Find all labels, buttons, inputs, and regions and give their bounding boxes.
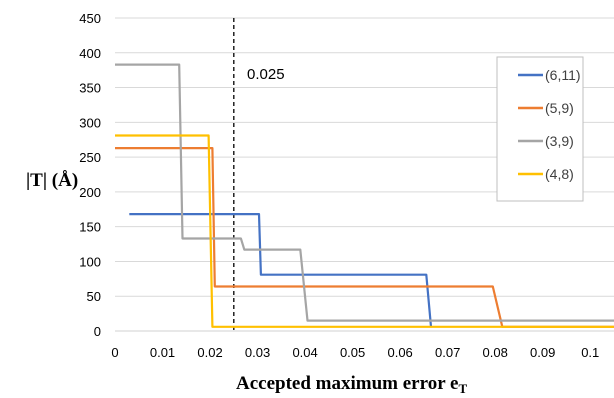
series-lines xyxy=(115,63,614,328)
legend-box xyxy=(496,56,584,202)
series-line-3 xyxy=(115,134,614,328)
x-axis-label-subscript: T xyxy=(458,381,467,396)
legend-label-3: (4,8) xyxy=(545,166,574,182)
y-tick-8: 400 xyxy=(79,46,101,61)
x-axis-label: Accepted maximum error eT xyxy=(236,373,467,396)
x-tick-3: 0.03 xyxy=(245,345,270,360)
x-tick-2: 0.02 xyxy=(197,345,222,360)
y-tick-labels: 0 50 100 150 200 250 300 350 400 450 xyxy=(79,11,101,339)
y-tick-5: 250 xyxy=(79,150,101,165)
x-tick-6: 0.06 xyxy=(387,345,412,360)
x-tick-labels: 0 0.01 0.02 0.03 0.04 0.05 0.06 0.07 0.08 0.09 0.1 xyxy=(111,345,599,360)
threshold-label: 0.025 xyxy=(247,66,285,83)
annotation: 0.025 xyxy=(233,18,285,331)
y-tick-1: 50 xyxy=(87,289,101,304)
x-tick-10: 0.1 xyxy=(581,345,599,360)
legend-label-0: (6,11) xyxy=(545,67,581,83)
x-tick-1: 0.01 xyxy=(150,345,175,360)
y-tick-9: 450 xyxy=(79,11,101,26)
x-tick-9: 0.09 xyxy=(530,345,555,360)
y-tick-7: 350 xyxy=(79,81,101,96)
y-tick-0: 0 xyxy=(94,324,101,339)
gridlines xyxy=(115,17,614,297)
y-axis-label: |T| (Å) xyxy=(26,170,78,191)
y-tick-3: 150 xyxy=(79,220,101,235)
series-line-0 xyxy=(129,213,433,327)
series-line-2 xyxy=(115,63,614,322)
y-tick-4: 200 xyxy=(79,185,101,200)
x-tick-4: 0.04 xyxy=(292,345,317,360)
x-axis-label-main: Accepted maximum error e xyxy=(236,373,458,394)
x-tick-0: 0 xyxy=(111,345,118,360)
legend-label-2: (3,9) xyxy=(545,133,574,149)
y-tick-2: 100 xyxy=(79,254,101,269)
x-tick-7: 0.07 xyxy=(435,345,460,360)
x-tick-5: 0.05 xyxy=(340,345,365,360)
y-tick-6: 300 xyxy=(79,115,101,130)
x-tick-8: 0.08 xyxy=(483,345,508,360)
legend: (6,11) (5,9) (3,9) (4,8) xyxy=(496,56,584,202)
legend-label-1: (5,9) xyxy=(545,100,574,116)
